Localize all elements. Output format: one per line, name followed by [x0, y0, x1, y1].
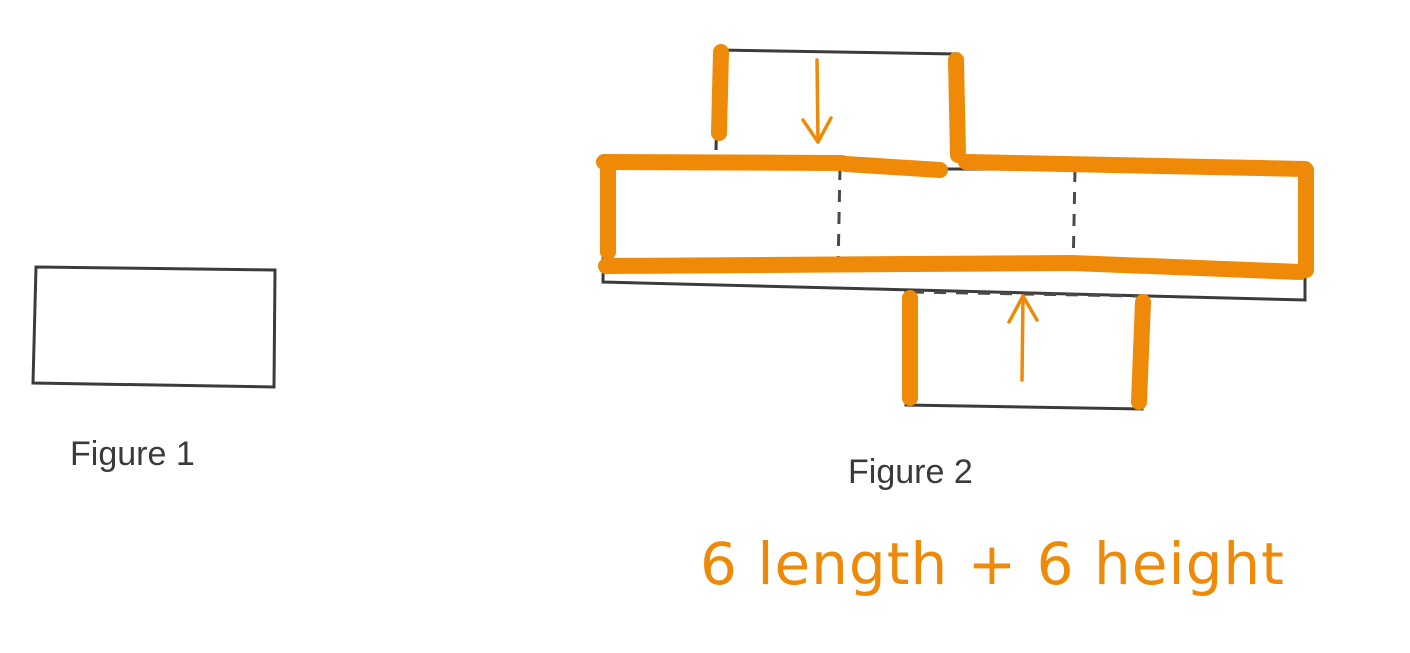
- annotation-text: 6 length + 6 height: [700, 530, 1285, 598]
- highlight-strip-bottom: [598, 255, 1308, 280]
- highlight-bottom-flap-right: [1131, 294, 1151, 410]
- fold-line-3: [911, 290, 1139, 298]
- arrow-up-icon: [1007, 294, 1039, 382]
- arrow-down-icon: [801, 58, 833, 144]
- highlight-strip-top-3: [958, 154, 1313, 177]
- highlight-marks: [596, 44, 1314, 410]
- figure1-rectangle: [31, 265, 277, 389]
- fold-line-2: [1071, 169, 1077, 276]
- figure1-label: Figure 1: [70, 435, 195, 473]
- highlight-strip-top-1: [596, 154, 850, 171]
- fold-line-1: [836, 167, 842, 271]
- highlight-strip-top-2: [838, 156, 948, 178]
- highlight-top-flap-right: [948, 52, 966, 163]
- highlight-top-flap-left: [711, 44, 729, 141]
- figure2-label: Figure 2: [848, 453, 973, 491]
